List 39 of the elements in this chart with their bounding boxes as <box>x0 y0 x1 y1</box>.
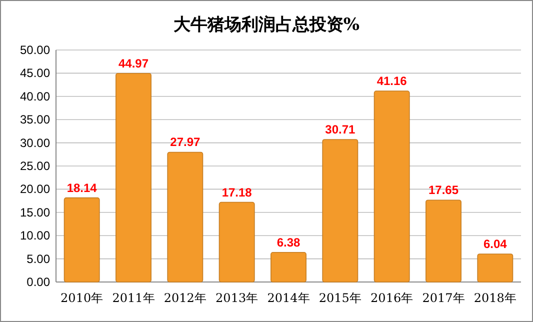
y-tick-label: 0.00 <box>26 275 50 289</box>
x-tick-label: 2015年 <box>318 291 362 305</box>
bar <box>322 139 358 282</box>
bar <box>270 252 306 282</box>
y-tick-label: 50.00 <box>20 43 50 57</box>
bar <box>374 90 410 282</box>
bar <box>64 197 100 282</box>
bar <box>426 200 462 282</box>
y-tick-label: 25.00 <box>20 159 50 173</box>
data-label: 17.18 <box>222 185 252 200</box>
x-tick-label: 2012年 <box>164 291 206 305</box>
data-label: 27.97 <box>170 135 201 150</box>
x-tick-label: 2013年 <box>216 291 258 305</box>
x-tick-label: 2014年 <box>267 291 310 305</box>
data-label: 41.16 <box>376 74 408 88</box>
x-tick-label: 2017年 <box>422 291 465 305</box>
data-label: 30.71 <box>325 122 356 137</box>
y-tick-label: 10.00 <box>20 228 50 243</box>
y-tick-label: 30.00 <box>20 136 50 150</box>
x-tick-label: 2011年 <box>112 291 155 305</box>
bar <box>218 202 255 282</box>
x-tick-label: 2016年 <box>370 291 414 305</box>
y-tick-label: 15.00 <box>20 205 50 220</box>
data-label: 18.14 <box>66 180 98 195</box>
x-tick-label: 2018年 <box>474 291 516 305</box>
data-label: 6.04 <box>483 236 508 251</box>
data-label: 17.65 <box>428 183 459 198</box>
y-tick-label: 40.00 <box>20 89 50 104</box>
y-tick-label: 35.00 <box>20 112 50 127</box>
bar <box>116 72 152 282</box>
bar <box>477 254 514 282</box>
y-tick-label: 5.00 <box>26 252 50 266</box>
chart-title: 大牛猪场利润占总投资% <box>173 15 360 35</box>
bar <box>167 152 204 282</box>
x-tick-label: 2010年 <box>60 291 104 305</box>
data-label: 6.38 <box>276 235 300 250</box>
data-label: 44.97 <box>118 56 149 70</box>
y-tick-label: 20.00 <box>20 182 50 196</box>
y-tick-label: 45.00 <box>20 66 50 80</box>
